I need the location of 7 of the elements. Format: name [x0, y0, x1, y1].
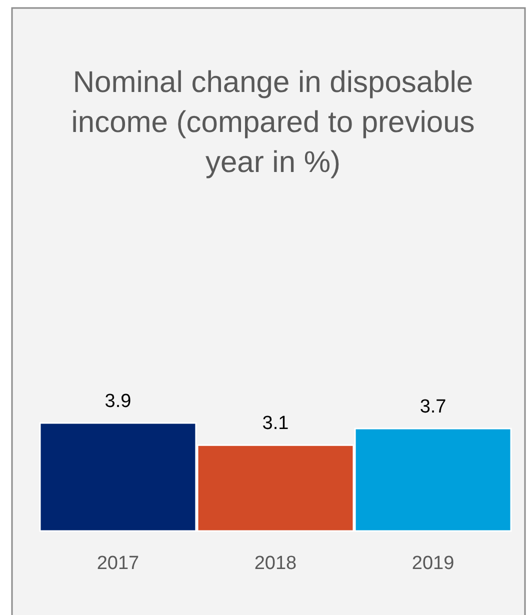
x-tick-label: 2017 [96, 553, 140, 574]
x-tick-label: 2019 [412, 553, 454, 574]
x-tick-label: 2018 [254, 553, 297, 574]
data-label: 3.9 [104, 391, 132, 412]
data-label: 3.7 [420, 396, 446, 418]
data-label: 3.1 [262, 413, 289, 434]
chart-title: Nominal change in disposable income (compared to previous year in %) [71, 66, 475, 179]
